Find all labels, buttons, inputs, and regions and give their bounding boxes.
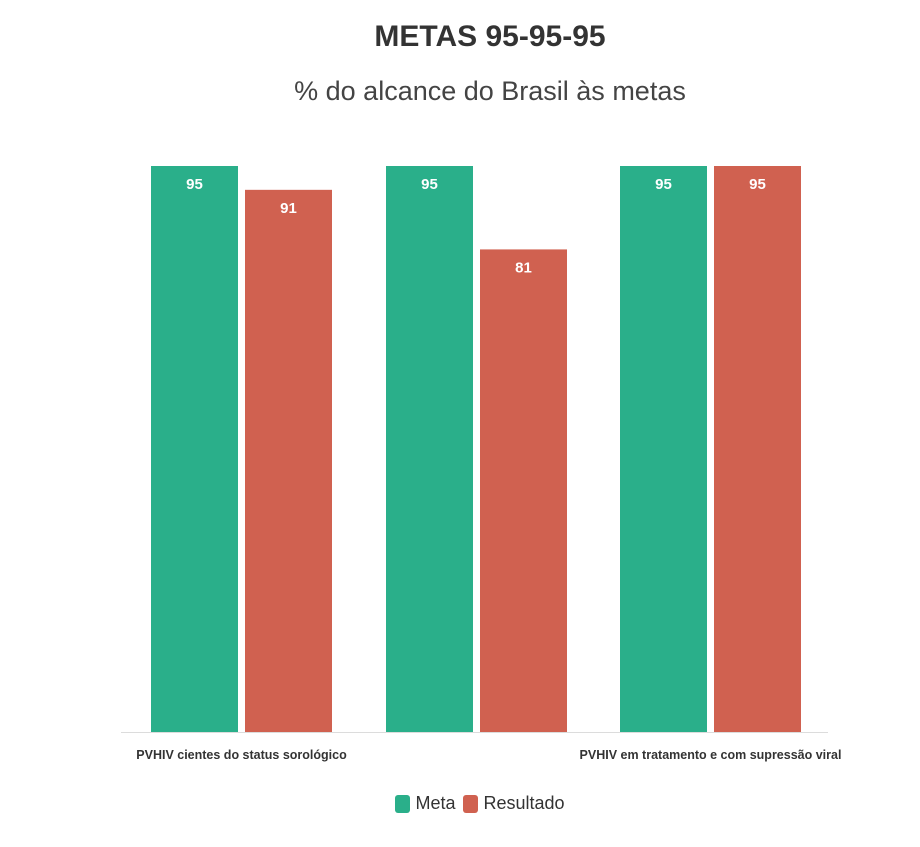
data-label-resultado-3: 95 — [749, 176, 766, 193]
chart-subtitle: % do alcance do Brasil às metas — [294, 76, 686, 106]
bar-meta-3[interactable] — [620, 166, 707, 732]
bar-chart: 95 91 PVHIV cientes do status sorológico 95… — [121, 166, 842, 762]
data-label-meta-1: 95 — [186, 176, 203, 193]
legend: Meta Resultado — [0, 793, 920, 814]
category-label-3: PVHIV em tratamento e com supressão vira… — [580, 748, 842, 762]
data-label-resultado-2: 81 — [515, 259, 532, 276]
legend-swatch-resultado — [463, 794, 479, 813]
chart-title: METAS 95-95-95 — [374, 20, 606, 53]
bar-resultado-3[interactable] — [714, 166, 801, 732]
data-label-meta-2: 95 — [421, 176, 438, 193]
bar-meta-1[interactable] — [151, 166, 238, 732]
bar-resultado-1[interactable] — [245, 189, 332, 733]
legend-item-meta[interactable]: Meta — [395, 793, 455, 814]
data-label-meta-3: 95 — [655, 176, 672, 193]
legend-label-meta: Meta — [415, 793, 456, 813]
data-label-resultado-1: 91 — [280, 200, 297, 217]
bar-meta-2[interactable] — [386, 166, 473, 732]
category-label-1: PVHIV cientes do status sorológico — [136, 748, 347, 762]
bar-resultado-2[interactable] — [480, 249, 567, 732]
legend-label-resultado: Resultado — [483, 793, 565, 813]
legend-item-resultado[interactable]: Resultado — [463, 793, 565, 814]
legend-swatch-meta — [395, 794, 411, 813]
